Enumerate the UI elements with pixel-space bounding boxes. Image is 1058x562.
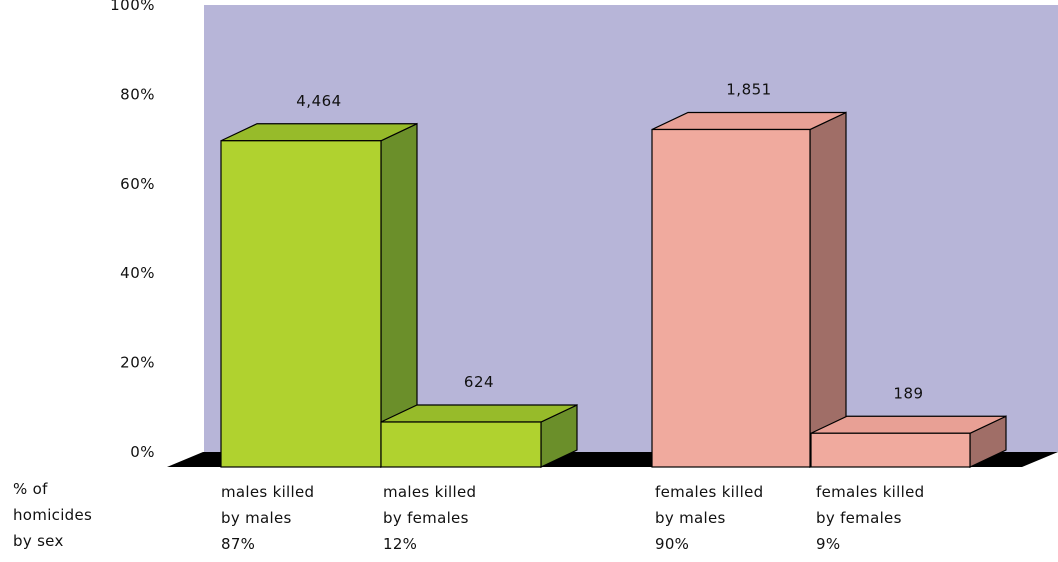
category-label-line: males killed [221, 483, 315, 501]
bar-front [810, 432, 971, 468]
bar [380, 404, 578, 468]
category-label: females killed by females 9% [816, 479, 924, 557]
bar-front [220, 140, 382, 468]
bar-top [380, 404, 578, 423]
y-tick-label: 40% [120, 264, 155, 282]
category-label-line: males killed [383, 483, 477, 501]
category-label-line: by males [655, 509, 726, 527]
category-percent: 12% [383, 535, 418, 553]
category-label: males killed by males 87% [221, 479, 314, 557]
category-label: females killed by males 90% [655, 479, 763, 557]
category-label: males killed by females 12% [383, 479, 476, 557]
category-label-line: females killed [655, 483, 764, 501]
category-percent: 9% [816, 535, 841, 553]
category-label-line: by males [221, 509, 292, 527]
y-tick-label: 80% [120, 85, 155, 103]
bar-top [810, 415, 1007, 434]
y-axis-label-line3: by sex [13, 532, 64, 550]
bar-count-label: 4,464 [296, 92, 341, 110]
y-tick-label: 20% [120, 354, 155, 372]
left-wall [167, 5, 203, 467]
category-percent: 87% [221, 535, 256, 553]
y-tick-label: 0% [130, 443, 155, 461]
y-tick-label: 100% [110, 0, 155, 14]
category-label-line: by females [383, 509, 469, 527]
bar-front [651, 128, 811, 468]
y-axis-label-line2: homicides [13, 506, 93, 524]
bar-count-label: 1,851 [726, 81, 771, 99]
bar [810, 415, 1007, 468]
category-percent: 90% [655, 535, 690, 553]
y-axis-label-line1: % of [13, 480, 48, 498]
bar-top [220, 123, 418, 142]
bar [651, 111, 847, 468]
bar-side [809, 111, 847, 468]
y-axis-label: % of homicides by sex [13, 476, 92, 554]
bar-front [380, 421, 542, 468]
category-label-line: females killed [816, 483, 925, 501]
bar-count-label: 624 [464, 373, 494, 391]
bar-count-label: 189 [893, 384, 923, 402]
category-label-line: by females [816, 509, 902, 527]
y-tick-label: 60% [120, 175, 155, 193]
bar [220, 122, 418, 468]
